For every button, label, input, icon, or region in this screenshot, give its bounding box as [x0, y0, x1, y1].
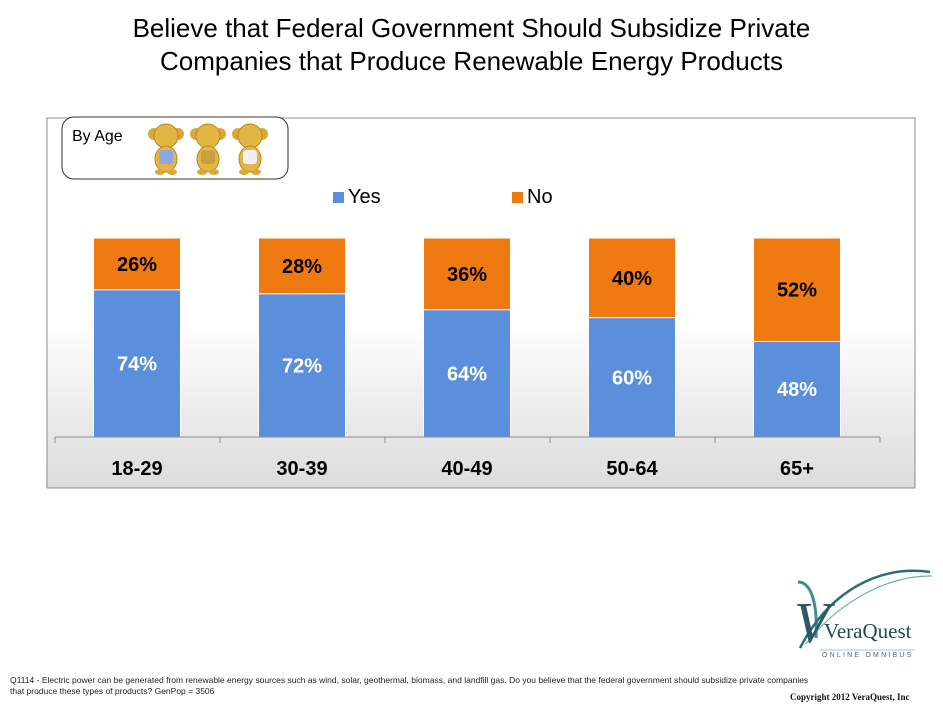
filter-box: [61, 116, 289, 180]
data-label-no-50-64: 40%: [612, 268, 652, 290]
bar-yes-40-49: [423, 309, 511, 438]
data-label-no-40-49: 36%: [447, 264, 487, 286]
bar-no-65+: [753, 237, 841, 342]
x-tick-label-18-29: 18-29: [111, 458, 162, 480]
legend: Yes No: [333, 186, 553, 208]
x-tick-label-65+: 65+: [780, 458, 814, 480]
x-axis: 18-29 30-39 40-49 50-64 65+: [54, 436, 881, 480]
veraquest-logo: V VeraQuest ONLINE OMNIBUS: [780, 560, 940, 670]
bar-yes-18-29: [93, 289, 181, 438]
monkey-icon: [232, 123, 268, 175]
bars: [93, 237, 841, 438]
bar-yes-50-64: [588, 317, 676, 438]
legend-label-yes: Yes: [348, 186, 381, 208]
bar-no-50-64: [588, 237, 676, 319]
svg-text:V: V: [794, 590, 836, 655]
copyright: Copyright 2012 VeraQuest, Inc: [790, 692, 910, 702]
logo-tagline: ONLINE OMNIBUS: [822, 652, 914, 659]
filter-label: By Age: [72, 128, 123, 145]
logo-mark-icon: V: [794, 569, 933, 655]
x-tick-label-30-39: 30-39: [276, 458, 327, 480]
title-line-1: Believe that Federal Government Should S…: [132, 13, 811, 43]
data-label-yes-30-39: 72%: [282, 355, 322, 377]
x-tick-label-40-49: 40-49: [441, 458, 492, 480]
data-labels: 74% 26% 72% 28% 64% 36% 60% 40% 48% 52%: [117, 254, 817, 401]
bar-yes-65+: [753, 340, 841, 438]
legend-swatch-yes: [333, 192, 344, 203]
logo-name: VeraQuest: [824, 619, 912, 643]
monkey-icon: [190, 123, 226, 175]
legend-swatch-no: [512, 192, 523, 203]
data-label-yes-65+: 48%: [777, 379, 817, 401]
data-label-yes-18-29: 74%: [117, 353, 157, 375]
monkey-icon: [148, 123, 184, 175]
data-label-no-30-39: 28%: [282, 256, 322, 278]
chart-title: Believe that Federal Government Should S…: [40, 12, 903, 78]
legend-label-no: No: [527, 186, 553, 208]
data-label-no-18-29: 26%: [117, 254, 157, 276]
title-line-2: Companies that Produce Renewable Energy …: [160, 46, 783, 76]
bar-yes-30-39: [258, 293, 346, 438]
bar-no-18-29: [93, 237, 181, 291]
data-label-yes-50-64: 60%: [612, 367, 652, 389]
bar-no-40-49: [423, 237, 511, 311]
data-label-no-65+: 52%: [777, 280, 817, 302]
data-label-yes-40-49: 64%: [447, 363, 487, 385]
x-tick-label-50-64: 50-64: [606, 458, 658, 480]
bar-no-30-39: [258, 237, 346, 295]
footnote: Q1114 - Electric power can be generated …: [10, 675, 809, 696]
